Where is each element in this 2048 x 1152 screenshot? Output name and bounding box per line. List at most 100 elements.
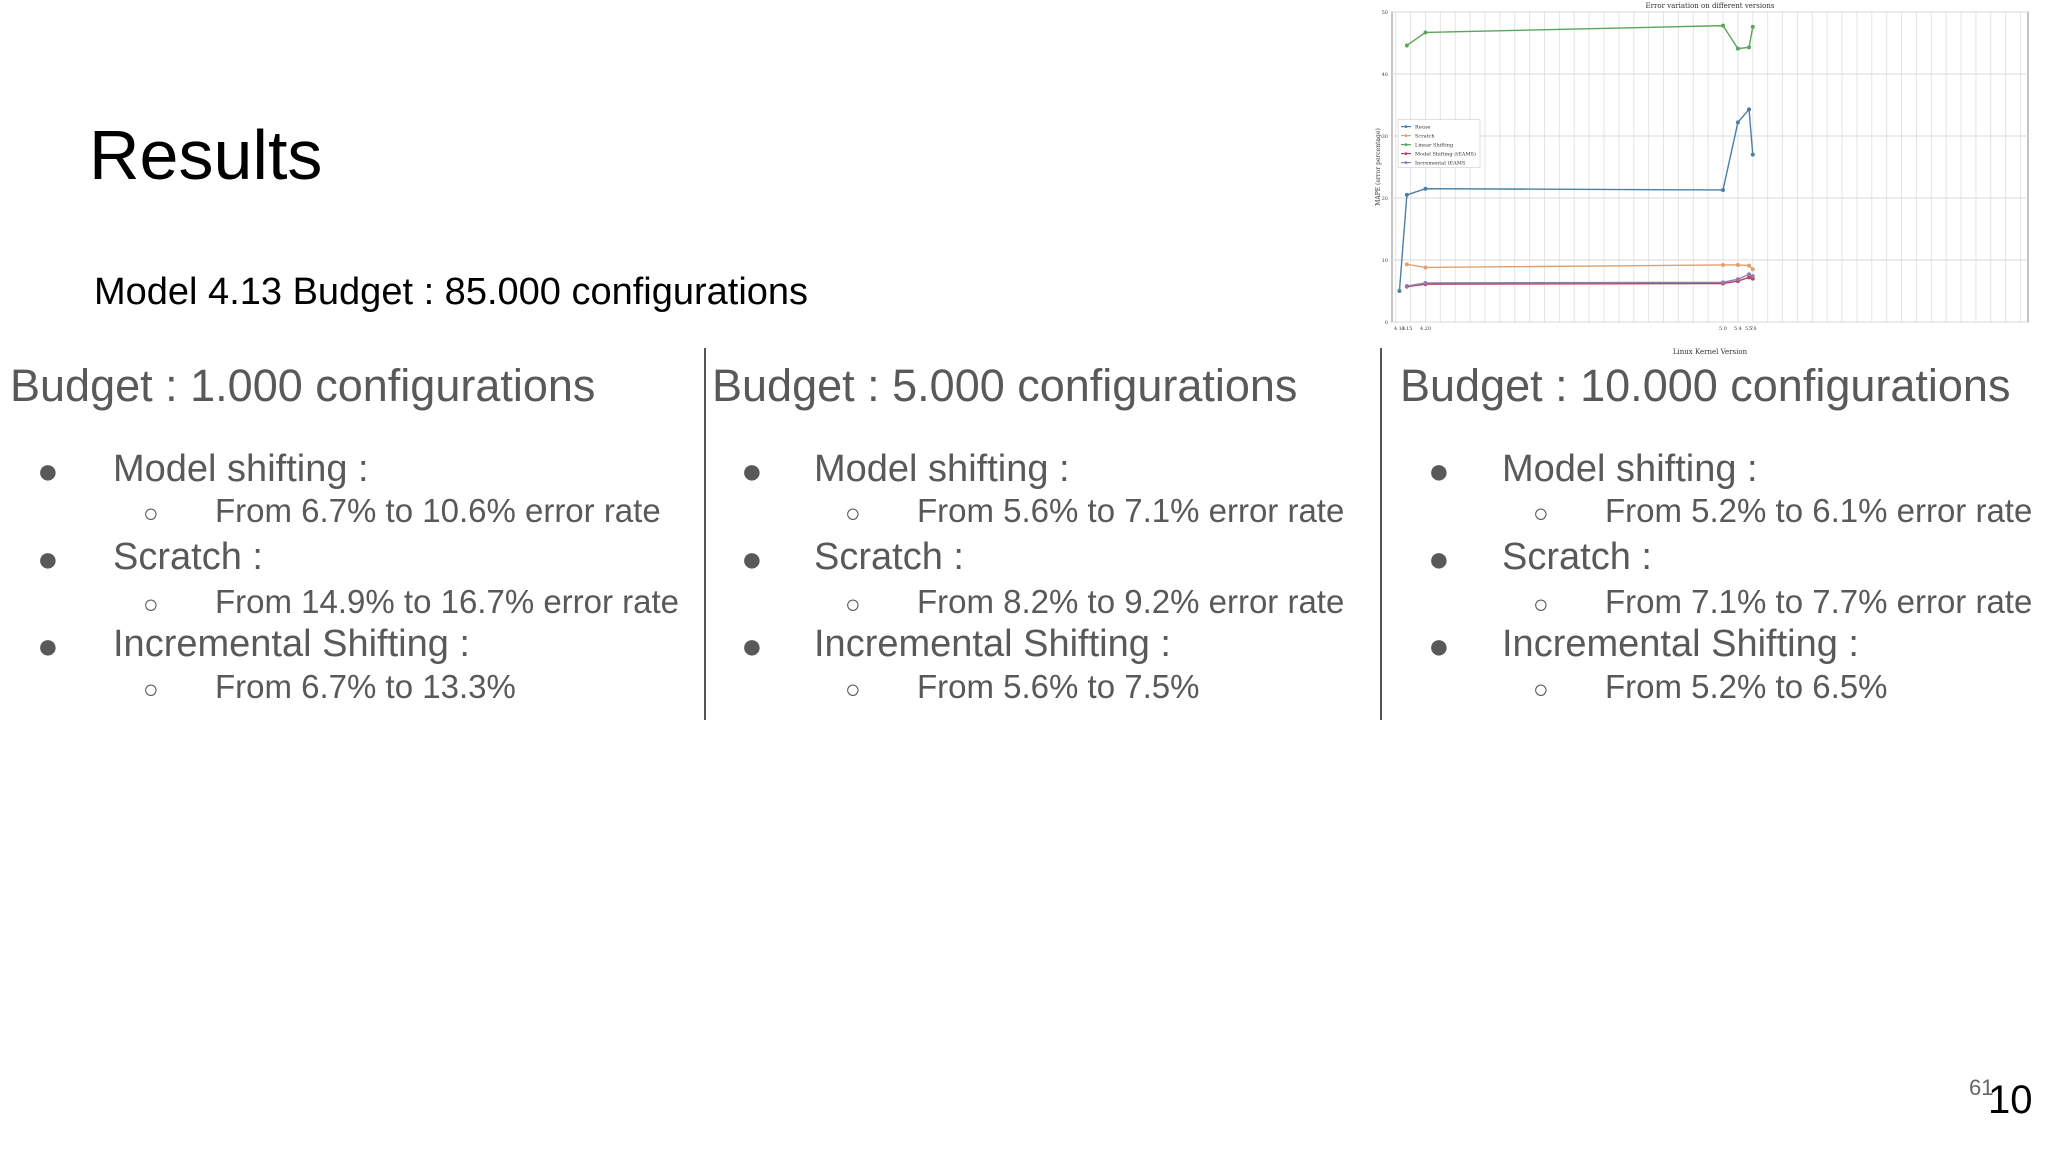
data-point	[1423, 30, 1428, 35]
y-tick-label: 20	[1382, 196, 1388, 202]
plot-area	[1391, 11, 2029, 323]
bullet-detail: From 5.6% to 7.5%	[917, 668, 1200, 705]
sub-bullet-icon: ○	[845, 589, 861, 619]
chart-title: Error variation on different versions	[1646, 2, 1775, 10]
data-point	[1721, 23, 1726, 28]
bullet-icon: ●	[1428, 538, 1450, 579]
error-variation-chart: 0 10 20 30 40 50 4.134.15 4.20 5.0 5.4 5.75.8 Error…	[1375, 2, 2029, 356]
legend-label: Reuse	[1415, 125, 1431, 131]
budget-column-3: Budget : 10.000 configurations ● Model s…	[1400, 350, 2048, 722]
bullet-detail: From 14.9% to 16.7% error rate	[215, 583, 680, 620]
bullet-detail: From 6.7% to 10.6% error rate	[215, 492, 661, 529]
data-point	[1397, 289, 1402, 293]
bullet-detail: From 8.2% to 9.2% error rate	[917, 583, 1345, 620]
sub-bullet-icon: ○	[845, 498, 861, 528]
x-tick-label: 5.0	[1719, 326, 1727, 332]
x-tick-label: 4.15	[1401, 326, 1412, 332]
bullet-label: Scratch :	[1502, 536, 1652, 578]
bullet-label: Model shifting :	[1502, 448, 1758, 490]
sub-bullet-icon: ○	[845, 674, 861, 704]
data-point	[1735, 120, 1740, 125]
data-point	[1404, 43, 1409, 48]
legend-marker	[1404, 125, 1408, 128]
x-tick-label: 5.4	[1734, 326, 1742, 332]
bullet-icon: ●	[741, 625, 763, 666]
bullet-icon: ●	[741, 450, 763, 491]
column-heading: Budget : 5.000 configurations	[712, 360, 1298, 411]
page-number-small: 61	[1969, 1075, 1994, 1100]
legend-label: Scratch	[1415, 134, 1435, 140]
slide-subtitle: Model 4.13 Budget : 85.000 configuration…	[94, 271, 809, 313]
bullet-icon: ●	[741, 538, 763, 579]
data-point	[1750, 267, 1755, 272]
bullet-detail: From 5.2% to 6.5%	[1605, 668, 1888, 705]
bullet-label: Model shifting :	[113, 448, 369, 490]
x-axis-label: Linux Kernel Version	[1673, 348, 1748, 356]
data-point	[1747, 275, 1752, 280]
legend-label: Linear Shifting	[1415, 143, 1454, 149]
bullet-detail: From 6.7% to 13.3%	[215, 668, 516, 705]
legend-label: Model Shifting (tEAMS)	[1415, 151, 1476, 158]
y-axis-label: MAPE (error percentage)	[1375, 128, 1382, 206]
bullet-label: Incremental Shifting :	[113, 623, 470, 665]
data-point	[1423, 186, 1428, 191]
data-point	[1747, 272, 1752, 277]
sub-bullet-icon: ○	[1533, 589, 1549, 619]
slide-title: Results	[89, 116, 323, 194]
x-tick-label: 4.20	[1420, 326, 1431, 332]
data-point	[1747, 107, 1752, 112]
bullet-icon: ●	[1428, 450, 1450, 491]
column-heading: Budget : 10.000 configurations	[1400, 360, 2011, 411]
bullet-icon: ●	[37, 625, 59, 666]
y-tick-label: 30	[1382, 134, 1388, 140]
bullet-label: Scratch :	[113, 536, 263, 578]
column-heading: Budget : 1.000 configurations	[10, 360, 596, 411]
page-number: 10	[1988, 1078, 2033, 1122]
data-point	[1423, 280, 1428, 285]
column-divider	[704, 348, 706, 720]
data-point	[1735, 277, 1740, 282]
bullet-icon: ●	[37, 538, 59, 579]
data-point	[1750, 152, 1755, 157]
bullet-label: Incremental Shifting :	[1502, 623, 1859, 665]
y-tick-label: 0	[1385, 320, 1388, 326]
bullet-label: Model shifting :	[814, 448, 1070, 490]
sub-bullet-icon: ○	[1533, 674, 1549, 704]
legend-marker	[1404, 143, 1408, 147]
data-point	[1404, 262, 1409, 267]
bullet-icon: ●	[1428, 625, 1450, 666]
data-point	[1721, 280, 1726, 285]
bullet-icon: ●	[37, 450, 59, 491]
budget-column-1: Budget : 1.000 configurations ● Model sh…	[10, 350, 700, 722]
legend-marker	[1404, 152, 1408, 156]
legend-label: Incremental tEAMS	[1415, 161, 1466, 167]
y-tick-label: 50	[1382, 10, 1388, 16]
bullet-detail: From 5.6% to 7.1% error rate	[917, 492, 1345, 529]
data-point	[1750, 24, 1755, 29]
sub-bullet-icon: ○	[1533, 498, 1549, 528]
budget-column-2: Budget : 5.000 configurations ● Model sh…	[712, 350, 1372, 722]
bullet-label: Scratch :	[814, 536, 964, 578]
bullet-detail: From 7.1% to 7.7% error rate	[1605, 583, 2033, 620]
data-point	[1735, 262, 1740, 267]
data-point	[1721, 187, 1726, 192]
data-point	[1735, 46, 1740, 51]
legend-box	[1397, 119, 1481, 168]
bullet-label: Incremental Shifting :	[814, 623, 1171, 665]
data-point	[1404, 284, 1409, 289]
data-point	[1747, 45, 1752, 50]
sub-bullet-icon: ○	[143, 589, 159, 619]
y-tick-label: 10	[1382, 258, 1388, 264]
y-tick-label: 40	[1382, 72, 1388, 78]
data-point	[1747, 263, 1752, 268]
series-line	[1406, 24, 1754, 50]
data-point	[1721, 262, 1726, 267]
sub-bullet-icon: ○	[143, 674, 159, 704]
x-tick-label: 5.8	[1749, 326, 1757, 332]
data-point	[1404, 192, 1409, 197]
sub-bullet-icon: ○	[143, 498, 159, 528]
x-tick-label: 4.13	[1394, 326, 1405, 332]
legend-marker	[1404, 134, 1408, 138]
x-tick-label: 5.7	[1745, 326, 1753, 332]
bullet-detail: From 5.2% to 6.1% error rate	[1605, 492, 2033, 529]
